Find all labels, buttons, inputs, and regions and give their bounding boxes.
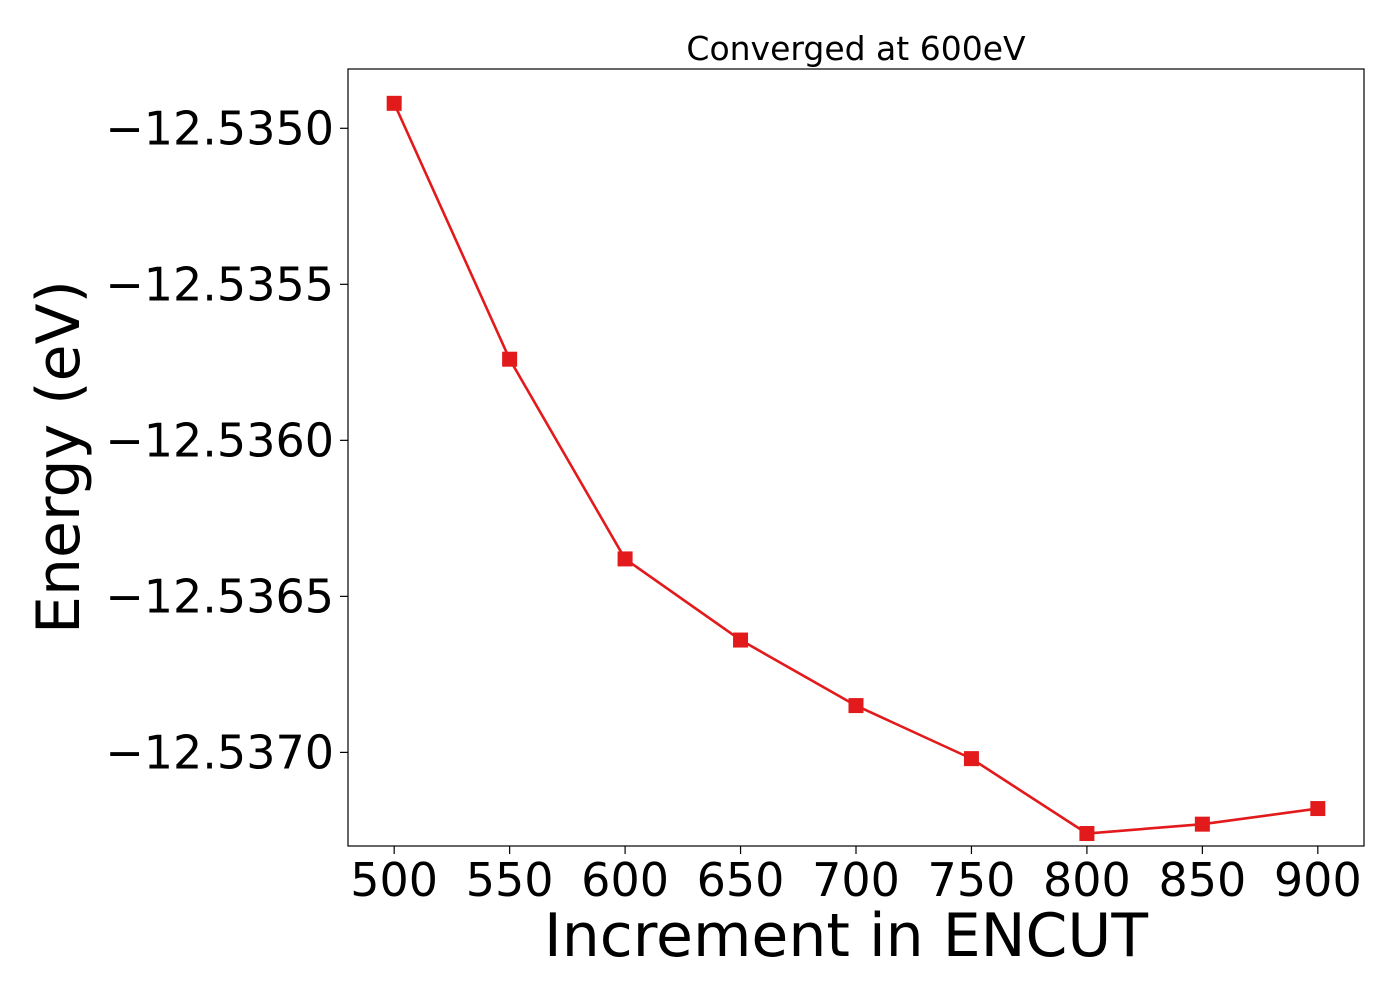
x-tick-label: 700	[812, 853, 900, 907]
x-axis-label: Increment in ENCUT	[544, 901, 1148, 971]
chart-title: Converged at 600eV	[686, 29, 1026, 68]
y-axis-label: Energy (eV)	[24, 280, 94, 634]
x-tick-label: 850	[1158, 853, 1246, 907]
data-point	[733, 632, 749, 648]
y-tick-label: −12.5370	[105, 725, 334, 779]
data-point	[502, 351, 518, 367]
y-tick-label: −12.5355	[105, 257, 334, 311]
y-tick-label: −12.5360	[105, 413, 334, 467]
data-point	[848, 698, 864, 714]
x-tick-label: 600	[581, 853, 669, 907]
y-tick-label: −12.5365	[105, 569, 334, 623]
plot-area: 500 550 600 650 700 750 800 850 900 −12.5350 −12.5…	[105, 68, 1365, 907]
data-point	[1079, 826, 1095, 842]
y-tick-label: −12.5350	[105, 101, 334, 155]
x-tick-label: 900	[1274, 853, 1362, 907]
data-point	[1194, 816, 1210, 832]
data-point	[963, 751, 979, 767]
x-tick-label: 650	[697, 853, 785, 907]
x-tick-label: 800	[1043, 853, 1131, 907]
x-tick-label: 550	[466, 853, 554, 907]
x-tick-label: 500	[350, 853, 438, 907]
data-point	[617, 551, 633, 567]
x-tick-label: 750	[928, 853, 1016, 907]
data-point	[1310, 801, 1326, 817]
data-point	[386, 95, 402, 111]
